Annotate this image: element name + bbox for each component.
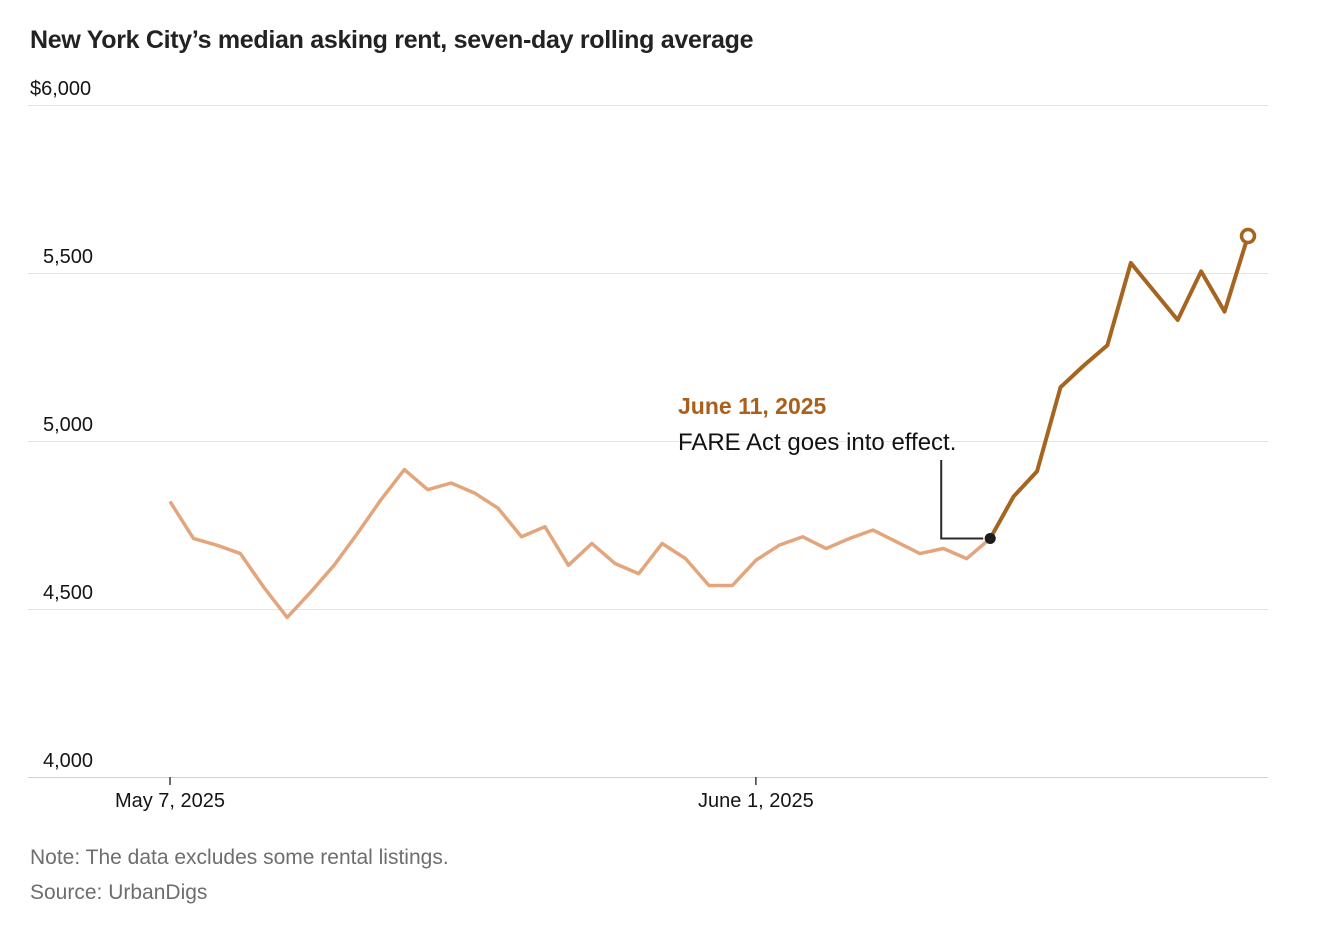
- end-marker: [1239, 227, 1257, 245]
- series-line-before-june-11: [168, 467, 992, 620]
- gridlines-group: [28, 105, 1268, 778]
- source-line: Source: UrbanDigs: [30, 881, 208, 904]
- y-axis-label: 4,000: [43, 750, 94, 772]
- annotation-connector-group: [940, 460, 984, 540]
- series-lines-group: [168, 235, 1250, 620]
- y-axis-label: 5,000: [43, 414, 94, 436]
- series-line-from-june-11: [988, 235, 1250, 540]
- y-axis-label: 5,500: [43, 246, 94, 268]
- x-axis-label: May 7, 2025: [114, 790, 226, 812]
- annotation-text: FARE Act goes into effect.: [678, 429, 957, 456]
- y-axis-label: $6,000: [30, 78, 92, 100]
- footnote: Note: The data excludes some rental list…: [30, 846, 449, 869]
- chart-title: New York City’s median asking rent, seve…: [30, 26, 754, 54]
- annotation-dot: [984, 532, 996, 544]
- markers-group: [984, 227, 1257, 544]
- annotation-date: June 11, 2025: [678, 393, 827, 419]
- annotation-callout: June 11, 2025 FARE Act goes into effect.: [678, 393, 956, 457]
- y-axis-label: 4,500: [43, 582, 94, 604]
- axis-ticks-group: [169, 777, 757, 785]
- x-axis-label: June 1, 2025: [698, 790, 814, 812]
- connector-line: [940, 460, 984, 540]
